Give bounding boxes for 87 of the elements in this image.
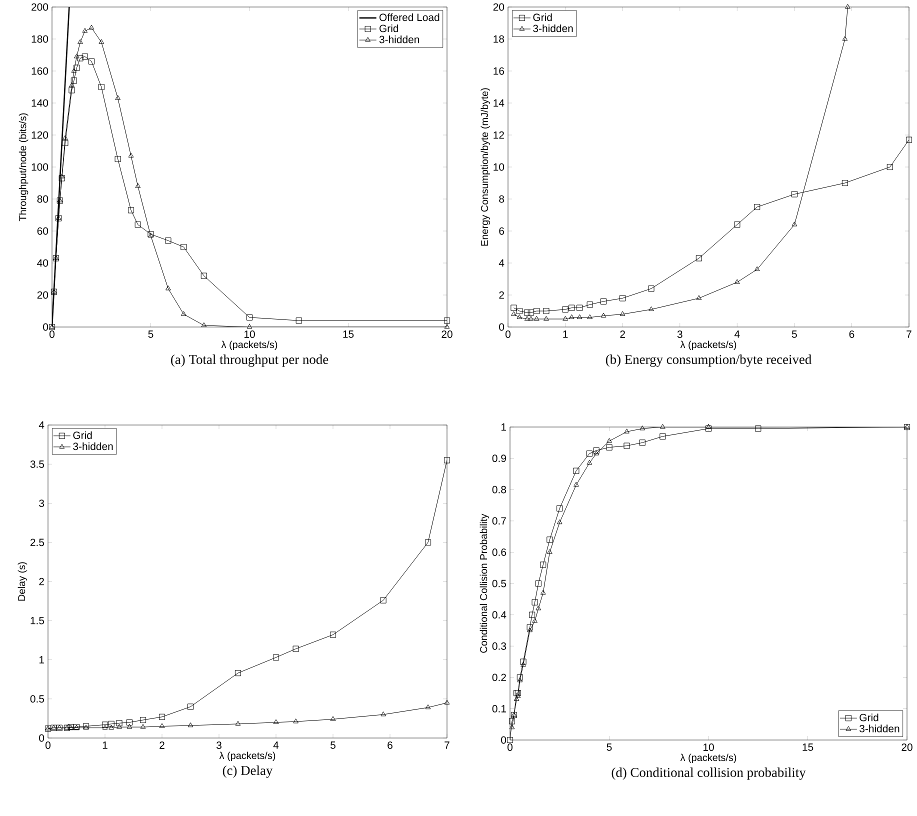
legend-label: Grid [533, 13, 552, 22]
y-tick-label: 8 [499, 195, 504, 203]
legend-label: 3-hidden [73, 442, 113, 450]
x-tick-label: 4 [734, 330, 740, 338]
y-tick-label: 0.5 [30, 695, 44, 703]
x-tick-label: 3 [216, 742, 222, 749]
y-tick-label: 200 [32, 3, 48, 11]
y-tick-label: 0.4 [492, 611, 506, 619]
y-tick-label: 0.7 [492, 517, 506, 525]
legend-label: 3-hidden [533, 24, 573, 32]
text: (c) Delay [222, 766, 273, 778]
y-tick-label: 2.5 [30, 538, 44, 546]
y-tick-label: 0.2 [492, 674, 506, 682]
y-tick-label: 18 [494, 35, 504, 43]
x-tick-label: 10 [703, 744, 714, 751]
y-axis-title: Energy Consumption/byte (mJ/byte) [480, 88, 490, 246]
legend-label: Grid [380, 24, 398, 32]
y-tick-label: 160 [32, 67, 48, 75]
y-axis-title: Throughput/node (bits/s) [18, 113, 28, 222]
y-tick-label: 100 [32, 163, 48, 171]
y-tick-label: 4 [498, 259, 504, 267]
y-tick-label: 4 [38, 421, 44, 429]
y-tick-label: 20 [37, 291, 48, 299]
y-tick-label: 0.8 [492, 486, 506, 494]
y-tick-label: 0 [501, 736, 506, 744]
y-tick-label: 40 [37, 259, 48, 267]
x-tick-label: 1 [563, 330, 568, 338]
y-tick-label: 140 [32, 99, 48, 107]
x-tick-label: 6 [849, 330, 854, 338]
y-tick-label: 0 [43, 323, 48, 331]
y-tick-label: 0 [39, 734, 44, 742]
y-tick-label: 0.5 [492, 580, 506, 588]
y-tick-label: 180 [32, 35, 48, 43]
x-tick-label: 0 [50, 330, 55, 338]
legend-label: Grid [860, 714, 878, 722]
x-axis-title: λ (packets/s) [219, 752, 276, 762]
y-tick-label: 1 [501, 423, 506, 431]
x-axis-title: λ (packets/s) [680, 340, 736, 350]
y-tick-label: 3.5 [30, 460, 44, 468]
y-axis-title: Conditional Collision Probability [480, 514, 490, 653]
x-tick-label: 0 [508, 744, 513, 751]
y-tick-label: 0.3 [492, 642, 506, 650]
y-tick-label: 6 [499, 227, 504, 235]
text: (b) Energy consumption/byte received [606, 354, 812, 367]
y-tick-label: 0.6 [492, 548, 506, 556]
y-tick-label: 12 [494, 131, 504, 139]
x-tick-label: 5 [792, 330, 797, 338]
y-tick-label: 1.5 [30, 616, 44, 624]
text: (a) Total throughput per node [171, 354, 328, 367]
legend-label: 3-hidden [379, 36, 420, 44]
y-tick-label: 0.9 [492, 454, 506, 462]
y-tick-label: 80 [37, 195, 48, 203]
y-tick-label: 3 [39, 500, 44, 507]
x-tick-label: 7 [906, 330, 912, 338]
x-axis-title: λ (packets/s) [221, 340, 278, 350]
y-tick-label: 14 [494, 99, 504, 107]
y-tick-label: 10 [494, 163, 504, 171]
x-tick-label: 2 [620, 330, 625, 338]
x-tick-label: 7 [444, 742, 450, 749]
legend-label: Grid [73, 431, 92, 440]
legend-label: 3-hidden [860, 724, 900, 732]
x-axis-title: λ (packets/s) [680, 754, 736, 764]
y-tick-label: 20 [493, 3, 504, 11]
x-tick-label: 1 [102, 742, 108, 749]
x-tick-label: 2 [160, 742, 164, 749]
x-tick-label: 3 [677, 330, 682, 338]
legend-label: Offered Load [379, 13, 440, 22]
x-tick-label: 6 [388, 742, 392, 749]
x-tick-label: 5 [606, 744, 612, 751]
y-tick-label: 0.1 [492, 705, 506, 712]
y-tick-label: 2 [499, 291, 504, 299]
y-tick-label: 16 [494, 67, 504, 75]
y-axis-title: Delay (s) [18, 562, 28, 601]
y-tick-label: 2 [39, 578, 44, 586]
x-tick-label: 5 [148, 330, 154, 338]
x-tick-label: 15 [343, 330, 354, 338]
y-tick-label: 1 [39, 656, 44, 664]
y-tick-label: 0 [499, 323, 504, 331]
x-tick-label: 20 [442, 330, 452, 338]
x-tick-label: 20 [902, 744, 912, 751]
x-tick-label: 5 [330, 742, 336, 749]
x-tick-label: 4 [273, 742, 279, 749]
text: (d) Conditional collision probability [612, 768, 806, 780]
x-tick-label: 15 [802, 744, 814, 751]
x-tick-label: 10 [244, 330, 255, 338]
y-tick-label: 60 [37, 227, 48, 235]
y-tick-label: 120 [32, 131, 48, 139]
